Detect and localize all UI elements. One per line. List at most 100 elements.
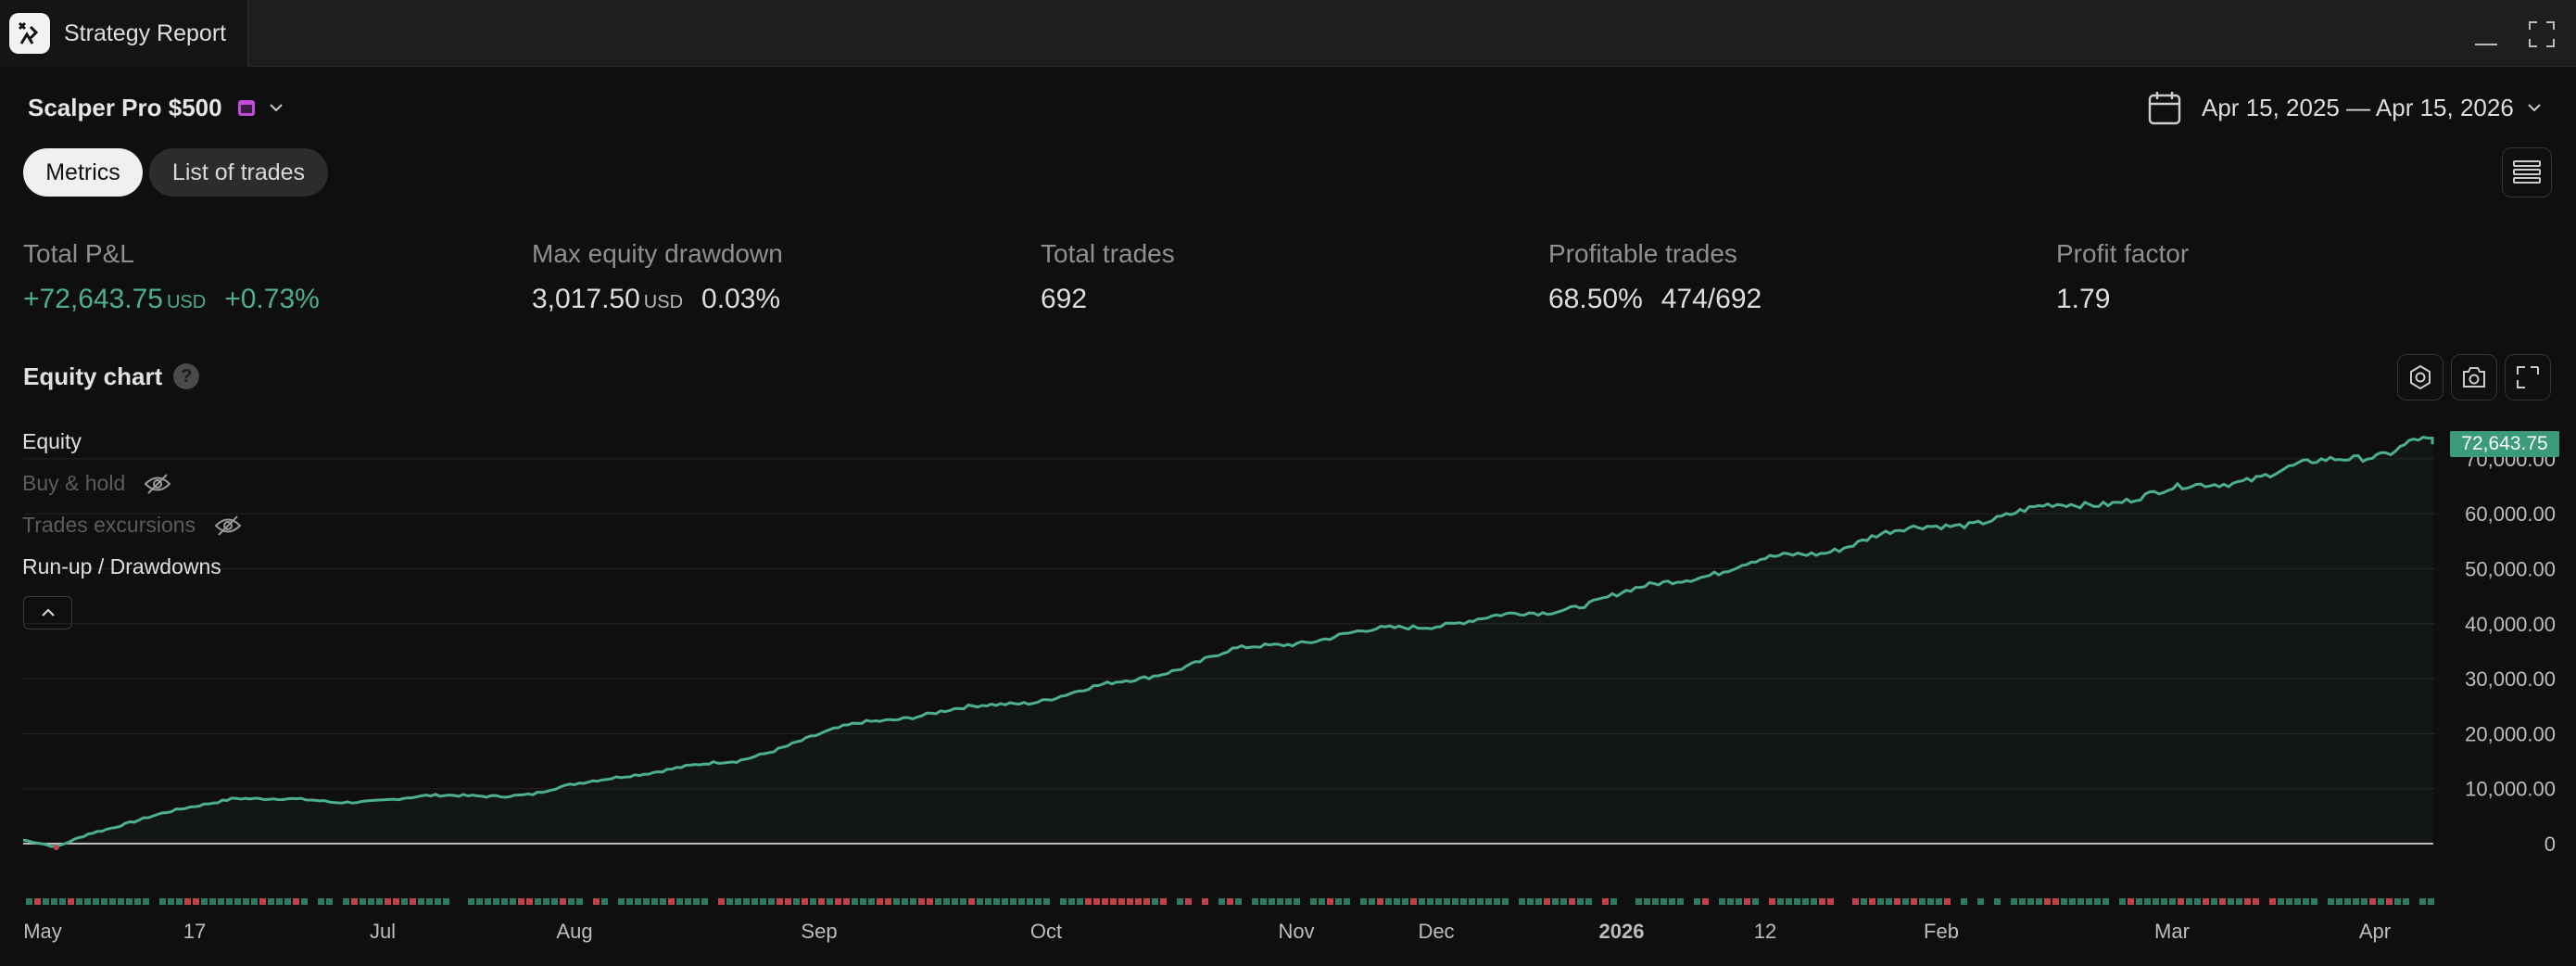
- tab-title: Strategy Report: [64, 19, 227, 46]
- legend-buy-hold[interactable]: Buy & hold: [22, 471, 171, 496]
- legend-runup-drawdowns[interactable]: Run-up / Drawdowns: [22, 554, 221, 578]
- profit-factor-value: 1.79: [2056, 284, 2111, 314]
- maximize-icon[interactable]: [2526, 19, 2557, 50]
- trade-bar: [1344, 898, 1350, 905]
- trade-bar: [218, 898, 224, 905]
- trade-bar: [2278, 898, 2284, 905]
- trade-bar: [1085, 898, 1092, 905]
- trade-bar: [1977, 898, 1984, 905]
- help-icon[interactable]: ?: [173, 363, 200, 389]
- drawdown-marker: [53, 845, 59, 851]
- trade-bar: [852, 898, 858, 905]
- trade-bar: [1552, 898, 1559, 905]
- trade-bar: [1577, 898, 1584, 905]
- collapse-legend-button[interactable]: [23, 596, 72, 629]
- trade-bar: [1936, 898, 1942, 905]
- trade-bar: [2077, 898, 2084, 905]
- trade-bar: [68, 898, 74, 905]
- trade-bar: [2369, 898, 2376, 905]
- trade-bar: [952, 898, 958, 905]
- trade-bar: [1135, 898, 1142, 905]
- trade-bar: [968, 898, 975, 905]
- metric-profit-factor: Profit factor 1.79: [2056, 239, 2189, 315]
- strategy-calendar-icon: [237, 100, 255, 116]
- trade-bar: [1360, 898, 1367, 905]
- trade-bar: [1077, 898, 1083, 905]
- trade-bar: [2136, 898, 2142, 905]
- snapshot-button[interactable]: [2451, 354, 2497, 400]
- trade-bar: [1502, 898, 1509, 905]
- trade-bar: [268, 898, 274, 905]
- chart-settings-button[interactable]: [2397, 354, 2443, 400]
- trade-bar: [368, 898, 374, 905]
- x-tick-label: 17: [183, 920, 206, 943]
- trade-bar: [2328, 898, 2334, 905]
- trade-bar: [1277, 898, 1283, 905]
- trade-bar: [893, 898, 900, 905]
- trade-bar: [1961, 898, 1967, 905]
- trade-result-bars: [26, 898, 2434, 905]
- trade-bar: [2186, 898, 2192, 905]
- trade-bar: [184, 898, 191, 905]
- trade-bar: [927, 898, 933, 905]
- strategy-selector[interactable]: Scalper Pro $500: [28, 89, 284, 126]
- pnl-percent: +0.73%: [224, 284, 320, 314]
- trade-bar: [1886, 898, 1892, 905]
- date-range-picker[interactable]: Apr 15, 2025 — Apr 15, 2026: [2148, 87, 2542, 128]
- trade-bar: [134, 898, 141, 905]
- trade-bar: [1319, 898, 1325, 905]
- trade-bar: [476, 898, 483, 905]
- trade-bar: [618, 898, 625, 905]
- tab-list-of-trades[interactable]: List of trades: [149, 148, 328, 197]
- trade-bar: [1477, 898, 1484, 905]
- trade-bar: [1635, 898, 1642, 905]
- trade-bar: [243, 898, 249, 905]
- trade-bar: [1394, 898, 1400, 905]
- trade-bar: [193, 898, 199, 905]
- trade-bar: [2052, 898, 2059, 905]
- y-tick-label: 30,000.00: [2465, 667, 2556, 691]
- trade-bar: [551, 898, 558, 905]
- eye-off-icon[interactable]: [214, 514, 242, 538]
- tab-metrics[interactable]: Metrics: [23, 148, 143, 197]
- trade-bar: [535, 898, 541, 905]
- trade-bar: [1385, 898, 1392, 905]
- trade-bar: [2119, 898, 2126, 905]
- app-logo-icon: [9, 13, 50, 54]
- trade-bar: [726, 898, 733, 905]
- x-tick-label: May: [23, 920, 62, 943]
- trade-bar: [2269, 898, 2276, 905]
- trade-bar: [1852, 898, 1859, 905]
- equity-chart-title: Equity chart ?: [23, 360, 200, 393]
- fullscreen-button[interactable]: [2505, 354, 2551, 400]
- trade-bar: [34, 898, 41, 905]
- chevron-down-icon: [2528, 104, 2541, 112]
- trade-bar: [1877, 898, 1884, 905]
- trade-bar: [1127, 898, 1133, 905]
- legend-trades-excursions[interactable]: Trades excursions: [22, 513, 242, 538]
- trade-bar: [1919, 898, 1926, 905]
- trade-bar: [643, 898, 650, 905]
- trade-bar: [626, 898, 633, 905]
- profitable-percent: 68.50%: [1548, 284, 1643, 314]
- minimize-icon[interactable]: [2472, 19, 2500, 50]
- trade-bar: [2203, 898, 2209, 905]
- pnl-value: +72,643.75: [23, 284, 163, 314]
- trade-bar: [1143, 898, 1150, 905]
- trade-bar: [768, 898, 775, 905]
- metric-profitable-trades: Profitable trades 68.50% 474/692: [1548, 239, 1762, 315]
- legend-equity[interactable]: Equity: [22, 429, 82, 453]
- trade-bar: [1160, 898, 1167, 905]
- trade-bar: [126, 898, 133, 905]
- trade-bar: [985, 898, 991, 905]
- trade-bar: [1460, 898, 1467, 905]
- trade-bar: [1727, 898, 1734, 905]
- window-tab[interactable]: Strategy Report: [0, 0, 248, 67]
- eye-off-icon[interactable]: [144, 472, 171, 496]
- trade-bar: [843, 898, 850, 905]
- trade-bar: [435, 898, 441, 905]
- trade-bar: [1452, 898, 1458, 905]
- trade-bar: [802, 898, 808, 905]
- trade-bar: [1310, 898, 1317, 905]
- layout-toggle-button[interactable]: [2502, 147, 2552, 197]
